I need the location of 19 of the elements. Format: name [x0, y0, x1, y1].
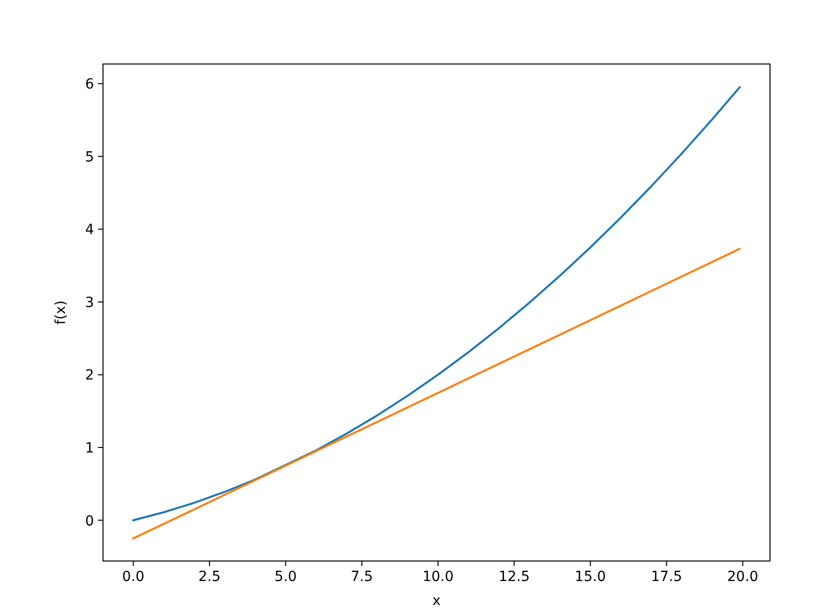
- y-tick-label: 5: [85, 149, 94, 166]
- x-tick-label: 17.5: [650, 569, 682, 585]
- y-axis-title: f(x): [53, 300, 69, 325]
- x-tick-label: 15.0: [574, 569, 606, 585]
- y-tick-label: 6: [85, 76, 94, 93]
- y-tick-label: 3: [85, 294, 94, 311]
- y-tick-label: 2: [85, 368, 94, 384]
- line-series: [132, 86, 741, 522]
- y-tick-label: 0: [85, 513, 94, 530]
- y-tick-label: 4: [85, 222, 94, 238]
- x-tick-label: 10.0: [422, 569, 454, 585]
- x-tick-label: 2.5: [198, 569, 221, 585]
- x-axis-title: x: [432, 593, 441, 609]
- x-tick-label: 5.0: [274, 569, 297, 585]
- x-tick-label: 7.5: [350, 569, 373, 585]
- x-tick-label: 0.0: [122, 569, 144, 585]
- y-tick-label: 1: [85, 440, 94, 456]
- x-tick-label: 12.5: [498, 569, 530, 585]
- x-tick-label: 20.0: [727, 569, 758, 585]
